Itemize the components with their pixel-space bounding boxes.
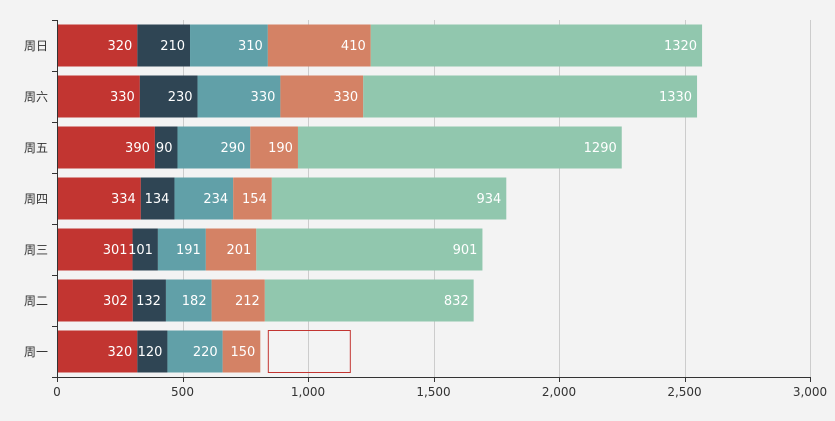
bar-周一-s0 bbox=[57, 330, 138, 373]
data-label-周一-s2: 220 bbox=[193, 345, 218, 360]
y-tick-label-周五: 周五 bbox=[24, 141, 48, 155]
data-label-周四-s2: 234 bbox=[203, 192, 228, 207]
data-label-周三-s0: 301 bbox=[103, 243, 128, 258]
bar-周二-s3 bbox=[211, 279, 265, 322]
y-tick-label-周一: 周一 bbox=[24, 345, 48, 359]
y-tick-label-周日: 周日 bbox=[24, 39, 48, 53]
data-label-周一-s3: 150 bbox=[230, 345, 255, 360]
data-label-周五-s3: 190 bbox=[268, 141, 293, 156]
bar-周日-s0 bbox=[57, 24, 138, 67]
bar-周一-s3 bbox=[222, 330, 261, 373]
data-label-周五-s2: 290 bbox=[220, 141, 245, 156]
bar-周三-s1 bbox=[132, 228, 158, 271]
data-label-周二-s0: 302 bbox=[103, 294, 128, 309]
bar-周五-s4 bbox=[297, 126, 622, 169]
data-label-周三-s1: 101 bbox=[128, 243, 153, 258]
bar-周三-s0 bbox=[57, 228, 133, 271]
data-label-周四-s1: 134 bbox=[145, 192, 170, 207]
data-label-周日-s0: 320 bbox=[107, 39, 132, 54]
data-label-周二-s4: 832 bbox=[444, 294, 469, 309]
y-tick-label-周二: 周二 bbox=[24, 294, 48, 308]
data-labels: 320 120 220 150 302 132 182 212 832 301 101 191 201 9… bbox=[103, 39, 697, 360]
bar-周二-s2 bbox=[165, 279, 212, 322]
data-label-周日-s4: 1320 bbox=[664, 39, 697, 54]
data-label-周日-s1: 210 bbox=[160, 39, 185, 54]
data-label-周日-s3: 410 bbox=[341, 39, 366, 54]
data-label-周二-s3: 212 bbox=[235, 294, 260, 309]
bar-周一-s2 bbox=[167, 330, 223, 373]
data-label-周一-s0: 320 bbox=[107, 345, 132, 360]
bar-周四-s1 bbox=[140, 177, 175, 220]
data-label-周二-s2: 182 bbox=[182, 294, 207, 309]
bar-周五-s1 bbox=[154, 126, 178, 169]
data-label-周三-s2: 191 bbox=[176, 243, 201, 258]
bar-周四-s3 bbox=[233, 177, 272, 220]
bar-周日-s3 bbox=[267, 24, 371, 67]
bar-周五-s3 bbox=[250, 126, 298, 169]
y-tick-label-周三: 周三 bbox=[24, 243, 48, 257]
bar-周六-s2 bbox=[197, 75, 281, 118]
bar-周二-s1 bbox=[132, 279, 166, 322]
data-label-周六-s3: 330 bbox=[333, 90, 358, 105]
bar-周二-s4 bbox=[264, 279, 474, 322]
data-label-周四-s4: 934 bbox=[476, 192, 501, 207]
bar-周四-s0 bbox=[57, 177, 141, 220]
axes: 周一 周二 周三 周四 周五 周六 周日 0 500 1,000 1,500 2,000 2,500 3,… bbox=[24, 20, 827, 399]
x-tick-label-3000: 3,000 bbox=[793, 385, 827, 399]
data-label-周五-s4: 1290 bbox=[584, 141, 617, 156]
bar-周四-s2 bbox=[174, 177, 234, 220]
data-label-周六-s2: 330 bbox=[251, 90, 276, 105]
y-tick-label-周六: 周六 bbox=[24, 90, 48, 104]
x-tick-label-2000: 2,000 bbox=[542, 385, 576, 399]
x-tick-label-1500: 1,500 bbox=[416, 385, 450, 399]
x-tick-label-0: 0 bbox=[53, 385, 61, 399]
bar-周五-s0 bbox=[57, 126, 155, 169]
data-label-周日-s2: 310 bbox=[238, 39, 263, 54]
bar-周日-s1 bbox=[137, 24, 191, 67]
bar-周日-s4 bbox=[370, 24, 703, 67]
highlight-box bbox=[267, 330, 351, 373]
data-label-周六-s4: 1330 bbox=[659, 90, 692, 105]
bar-周三-s4 bbox=[256, 228, 483, 271]
overlay bbox=[267, 330, 351, 373]
bar-周日-s2 bbox=[190, 24, 268, 67]
bar-周四-s4 bbox=[271, 177, 507, 220]
x-tick-label-2500: 2,500 bbox=[667, 385, 701, 399]
data-label-周四-s0: 334 bbox=[111, 192, 136, 207]
data-label-周六-s0: 330 bbox=[110, 90, 135, 105]
data-label-周三-s3: 201 bbox=[226, 243, 251, 258]
data-label-周一-s1: 120 bbox=[138, 345, 163, 360]
data-label-周五-s0: 390 bbox=[125, 141, 150, 156]
data-label-周三-s4: 901 bbox=[453, 243, 478, 258]
bar-周二-s0 bbox=[57, 279, 133, 322]
bar-周六-s1 bbox=[139, 75, 198, 118]
bar-周三-s3 bbox=[205, 228, 257, 271]
bar-周六-s4 bbox=[363, 75, 698, 118]
bar-周一-s1 bbox=[137, 330, 168, 373]
bar-周六-s0 bbox=[57, 75, 140, 118]
bar-周五-s2 bbox=[177, 126, 251, 169]
bars bbox=[57, 24, 703, 373]
data-label-周六-s1: 230 bbox=[168, 90, 193, 105]
y-tick-label-周四: 周四 bbox=[24, 192, 48, 206]
x-tick-label-1000: 1,000 bbox=[291, 385, 325, 399]
data-label-周四-s3: 154 bbox=[242, 192, 267, 207]
bar-周六-s3 bbox=[280, 75, 364, 118]
data-label-周五-s1: 90 bbox=[156, 141, 173, 156]
x-tick-label-500: 500 bbox=[171, 385, 194, 399]
data-label-周二-s1: 132 bbox=[136, 294, 161, 309]
bar-周三-s2 bbox=[157, 228, 206, 271]
